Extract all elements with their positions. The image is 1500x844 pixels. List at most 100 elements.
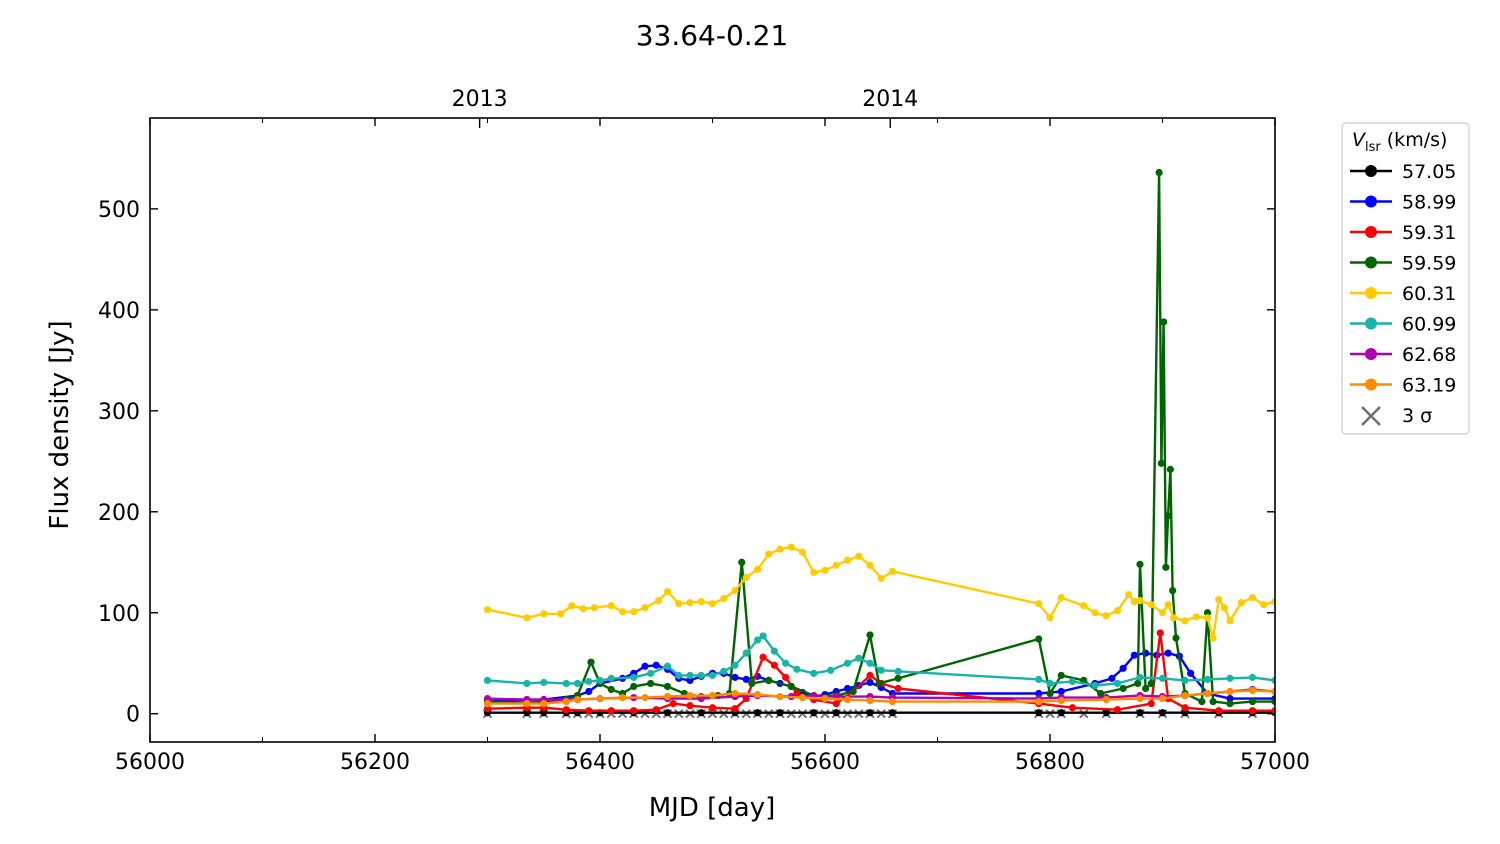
series-point-60-31-21 [765, 550, 773, 558]
legend-item-59-31: 59.31 [1350, 222, 1456, 244]
legend-title: Vlsr (km/s) [1352, 129, 1447, 155]
series-point-62-68-0 [483, 694, 492, 703]
series-point-63-19-26 [1226, 687, 1234, 696]
series-point-57-05-21 [1181, 709, 1189, 717]
series-point-57-05-1 [523, 709, 531, 717]
series-point-59-59-47 [1209, 698, 1217, 706]
series-point-60-31-19 [742, 573, 750, 582]
series-point-58-99-4 [585, 687, 593, 696]
legend-marker-58-99 [1365, 195, 1377, 208]
series-point-59-59-26 [1035, 635, 1043, 643]
series-point-59-31-32 [1271, 707, 1275, 715]
series-point-60-99-29 [894, 667, 902, 675]
series-point-60-99-17 [742, 649, 750, 657]
series-point-59-59-33 [1136, 560, 1144, 568]
series-point-60-99-12 [686, 671, 694, 679]
series-point-60-31-3 [557, 610, 565, 618]
series-point-60-31-1 [523, 614, 531, 622]
x-tick-label-56400: 56400 [565, 750, 635, 775]
series-point-63-19-0 [483, 700, 492, 708]
series-point-60-99-30 [1035, 675, 1043, 683]
series-point-59-59-45 [1198, 698, 1206, 706]
series-point-59-59-34 [1142, 684, 1150, 693]
y-tick-label-300: 300 [98, 400, 140, 425]
series-point-57-05-17 [1057, 709, 1065, 717]
series-point-58-99-8 [641, 662, 649, 670]
series-point-59-59-49 [1248, 698, 1257, 706]
series-point-60-99-3 [562, 679, 570, 688]
series-point-60-31-50 [1209, 634, 1217, 642]
series-point-63-19-7 [641, 693, 649, 702]
series-point-58-99-32 [1057, 687, 1065, 696]
legend-marker-59-59 [1365, 256, 1377, 269]
series-point-63-19-25 [1203, 689, 1212, 698]
series-group [482, 168, 1275, 719]
series-point-60-99-16 [731, 661, 739, 669]
series-point-60-31-27 [832, 561, 840, 569]
legend-label-62-68: 62.68 [1402, 344, 1456, 366]
series-63-19 [483, 686, 1275, 708]
series-point-60-31-31 [877, 574, 885, 583]
series-point-59-31-5 [607, 707, 615, 715]
series-point-60-99-37 [1181, 676, 1189, 685]
series-point-59-59-18 [765, 676, 773, 685]
legend-marker-63-19 [1365, 378, 1377, 391]
series-point-58-99-41 [1187, 669, 1195, 677]
series-point-59-59-37 [1157, 459, 1165, 467]
series-point-63-19-22 [1136, 694, 1144, 703]
series-point-58-99-35 [1119, 664, 1127, 672]
series-point-59-59-17 [748, 679, 756, 688]
series-point-59-31-30 [1215, 707, 1223, 715]
y-tick-label-0: 0 [126, 703, 140, 728]
series-point-60-99-14 [708, 671, 717, 679]
x-axis-label: MJD [day] [649, 793, 776, 823]
series-point-57-05-8 [697, 709, 705, 717]
series-point-59-31-22 [894, 684, 902, 693]
series-point-60-99-34 [1113, 679, 1122, 688]
series-point-59-59-28 [1057, 671, 1065, 679]
series-point-60-31-20 [753, 565, 762, 573]
series-point-60-31-5 [579, 605, 587, 613]
series-point-60-31-44 [1158, 609, 1167, 617]
y-axis-label: Flux density [Jy] [45, 320, 75, 529]
series-point-59-31-15 [782, 673, 790, 681]
x-tick-label-56800: 56800 [1015, 750, 1085, 775]
series-point-57-05-16 [1035, 709, 1043, 717]
series-point-60-31-7 [607, 602, 615, 610]
series-point-59-31-8 [669, 700, 677, 708]
series-point-60-99-10 [663, 662, 672, 670]
series-point-59-59-23 [866, 631, 874, 639]
series-point-59-59-50 [1271, 698, 1275, 706]
series-point-59-59-11 [663, 682, 672, 691]
legend-label-60-31: 60.31 [1402, 283, 1456, 305]
series-point-59-59-5 [587, 658, 595, 666]
series-point-58-99-17 [742, 675, 750, 683]
series-point-59-59-19 [787, 682, 795, 691]
series-point-60-99-33 [1091, 681, 1099, 690]
series-point-58-99-36 [1130, 651, 1138, 659]
series-point-58-99-43 [1226, 694, 1234, 703]
series-point-60-31-32 [888, 567, 897, 575]
series-point-57-05-12 [810, 709, 818, 717]
series-point-60-99-0 [483, 676, 492, 685]
y-tick-label-500: 500 [98, 198, 140, 223]
series-point-60-31-10 [641, 604, 649, 612]
series-point-60-31-22 [776, 545, 784, 553]
series-point-60-99-27 [866, 659, 874, 667]
series-point-60-31-0 [483, 606, 492, 614]
series-point-60-99-11 [675, 671, 683, 679]
series-point-59-59-30 [1097, 689, 1105, 698]
series-point-60-99-5 [585, 677, 593, 686]
series-point-59-31-7 [652, 706, 660, 714]
legend-marker-57-05 [1365, 165, 1377, 177]
series-point-63-19-18 [888, 698, 897, 706]
series-point-60-99-24 [827, 666, 835, 674]
legend-label-3sigma: 3 σ [1402, 405, 1432, 427]
series-point-60-99-41 [1271, 676, 1275, 685]
series-point-60-31-16 [708, 600, 717, 608]
series-point-60-31-47 [1181, 617, 1189, 625]
series-point-57-05-10 [753, 709, 762, 717]
series-point-60-31-49 [1203, 614, 1212, 622]
series-point-60-99-4 [573, 679, 582, 688]
